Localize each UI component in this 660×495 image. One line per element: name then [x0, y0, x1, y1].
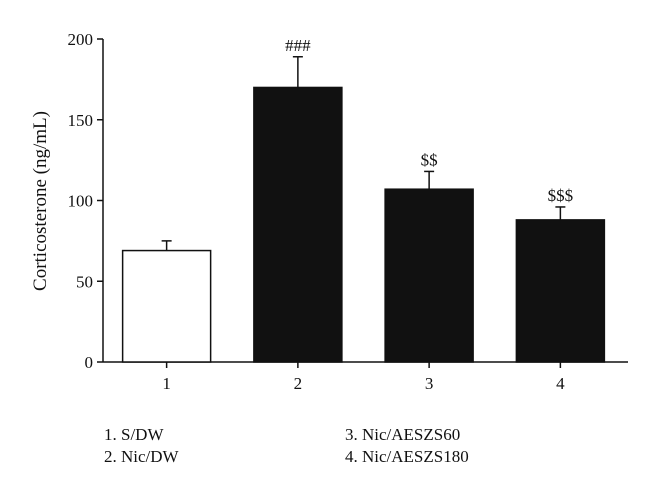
y-tick-label: 50: [76, 272, 93, 291]
x-tick-label: 2: [294, 374, 303, 393]
x-tick-label: 3: [425, 374, 434, 393]
bar-chart: Corticosterone (ng/mL) 0 50 100 150 200 1 ### 2…: [30, 30, 628, 393]
bar: [515, 219, 606, 363]
tick-labels: 0 50 100 150 200 1 ### 2 $$ 3 $$$ 4: [68, 30, 574, 393]
legend-item-1: 1. S/DW: [104, 425, 164, 444]
bar: [384, 188, 474, 363]
y-axis-label: Corticosterone (ng/mL): [30, 111, 51, 291]
significance-label: ###: [285, 36, 311, 55]
legend-item-3: 3. Nic/AESZS60: [345, 425, 461, 444]
y-tick-label: 0: [85, 353, 94, 372]
bar: [121, 249, 212, 363]
bar: [253, 86, 343, 363]
x-tick-label: 4: [556, 374, 565, 393]
legend-item-2: 2. Nic/DW: [104, 447, 179, 466]
significance-label: $$: [421, 150, 438, 169]
y-tick-label: 100: [68, 192, 94, 211]
x-tick-label: 1: [162, 374, 171, 393]
significance-label: $$$: [548, 186, 574, 205]
y-tick-label: 150: [68, 111, 94, 130]
bars: [121, 56, 606, 363]
legend-item-4: 4. Nic/AESZS180: [345, 447, 469, 466]
y-tick-label: 200: [68, 30, 94, 49]
